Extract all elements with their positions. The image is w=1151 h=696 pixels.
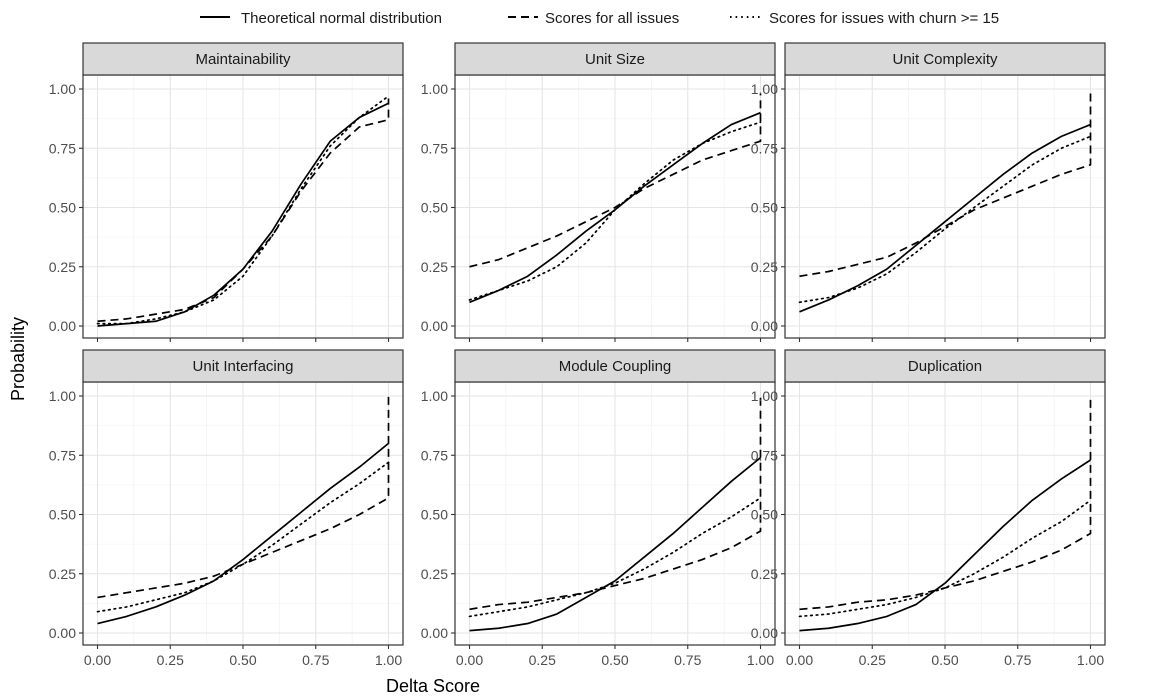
series-line-solid (469, 456, 762, 632)
panel-duplication: Duplication 0.00 0.25 0.50 0.75 1.00 0.00 0.25 0… (751, 349, 1106, 668)
y-tick-label: 0.75 (421, 140, 448, 156)
panel-unit-interfacing: Unit Interfacing 0.00 0.25 0.50 0.75 1.00 0.00… (49, 349, 404, 668)
y-tick-label: 0.00 (751, 625, 778, 641)
panel-title: Unit Interfacing (193, 358, 294, 375)
series-line-dashed (469, 93, 762, 268)
y-tick-label: 1.00 (421, 388, 448, 404)
y-tick-label: 0.75 (751, 140, 778, 156)
legend-label: Theoretical normal distribution (241, 10, 442, 27)
panel-unit-complexity: Unit Complexity 0.00 0.25 0.50 0.75 1.00 (751, 42, 1106, 342)
y-tick-label: 0.50 (751, 507, 778, 523)
y-axis-title: Probability (8, 317, 28, 401)
x-axis-title: Delta Score (386, 676, 480, 696)
panel-title: Maintainability (195, 51, 291, 68)
series-line-solid (97, 442, 390, 625)
panel-unit-size: Unit Size 0.00 0.25 0.50 0.75 1.00 (421, 42, 776, 342)
y-tick-label: 0.50 (49, 507, 76, 523)
y-tick-label: 0.00 (49, 625, 76, 641)
panel-strip (82, 349, 404, 383)
chart-panels: Maintainability0.000.250.500.751.00Unit … (49, 42, 1106, 668)
y-tick-label: 0.50 (421, 200, 448, 216)
x-tick-label: 0.50 (931, 652, 958, 668)
series-line-dashed (97, 98, 390, 323)
panel-strip (784, 42, 1106, 76)
x-tick-label: 0.75 (302, 652, 329, 668)
series-line-solid (799, 459, 1091, 632)
panel-title: Unit Size (585, 51, 645, 68)
panel-title: Module Coupling (559, 358, 672, 375)
y-tick-label: 0.50 (751, 200, 778, 216)
legend-label: Scores for issues with churn >= 15 (769, 10, 999, 27)
y-tick-label: 1.00 (49, 81, 76, 97)
y-tick-label: 1.00 (421, 81, 448, 97)
x-tick-label: 1.00 (1077, 652, 1104, 668)
y-tick-label: 1.00 (751, 81, 778, 97)
x-tick-label: 0.00 (456, 652, 483, 668)
y-tick-label: 0.25 (49, 259, 76, 275)
x-tick-label: 0.50 (229, 652, 256, 668)
y-tick-label: 0.75 (421, 447, 448, 463)
x-tick-label: 0.00 (84, 652, 111, 668)
series-line-dotted (468, 121, 762, 301)
y-tick-label: 1.00 (751, 388, 778, 404)
y-tick-label: 0.25 (421, 259, 448, 275)
panel-strip (454, 349, 776, 383)
y-tick-label: 0.00 (421, 318, 448, 334)
y-tick-label: 0.25 (751, 566, 778, 582)
x-tick-label: 0.75 (1004, 652, 1031, 668)
panel-strip (82, 42, 404, 76)
y-tick-label: 0.00 (751, 318, 778, 334)
x-tick-label: 0.25 (859, 652, 886, 668)
x-tick-label: 0.25 (529, 652, 556, 668)
y-tick-label: 0.75 (49, 140, 76, 156)
x-tick-label: 0.75 (674, 652, 701, 668)
y-tick-label: 0.00 (49, 318, 76, 334)
y-tick-label: 0.50 (49, 200, 76, 216)
x-tick-label: 1.00 (375, 652, 402, 668)
panel-strip (784, 349, 1106, 383)
panel-title: Duplication (908, 358, 982, 375)
x-tick-label: 0.50 (601, 652, 628, 668)
y-tick-label: 0.25 (751, 259, 778, 275)
series-line-dotted (798, 135, 1092, 304)
y-tick-label: 1.00 (49, 388, 76, 404)
series-line-dotted (96, 95, 390, 325)
chart-legend: Theoretical normal distribution Scores fo… (200, 10, 999, 27)
y-tick-label: 0.25 (49, 566, 76, 582)
panel-strip (454, 42, 776, 76)
x-tick-label: 0.00 (786, 652, 813, 668)
x-tick-label: 1.00 (747, 652, 774, 668)
series-line-dashed (469, 396, 762, 611)
y-tick-label: 0.50 (421, 507, 448, 523)
series-line-dashed (97, 396, 390, 599)
y-tick-label: 0.75 (751, 447, 778, 463)
y-tick-label: 0.00 (421, 625, 448, 641)
legend-label: Scores for all issues (545, 10, 679, 27)
panel-maintainability: Maintainability 0.00 0.25 0.50 0.75 1.00 (49, 42, 404, 342)
panel-title: Unit Complexity (892, 51, 998, 68)
series-line-dashed (799, 396, 1092, 611)
y-tick-label: 0.25 (421, 566, 448, 582)
y-tick-label: 0.75 (49, 447, 76, 463)
x-tick-label: 0.25 (157, 652, 184, 668)
panel-module-coupling: Module Coupling 0.00 0.25 0.50 0.75 1.00 0.00 0… (421, 349, 776, 668)
